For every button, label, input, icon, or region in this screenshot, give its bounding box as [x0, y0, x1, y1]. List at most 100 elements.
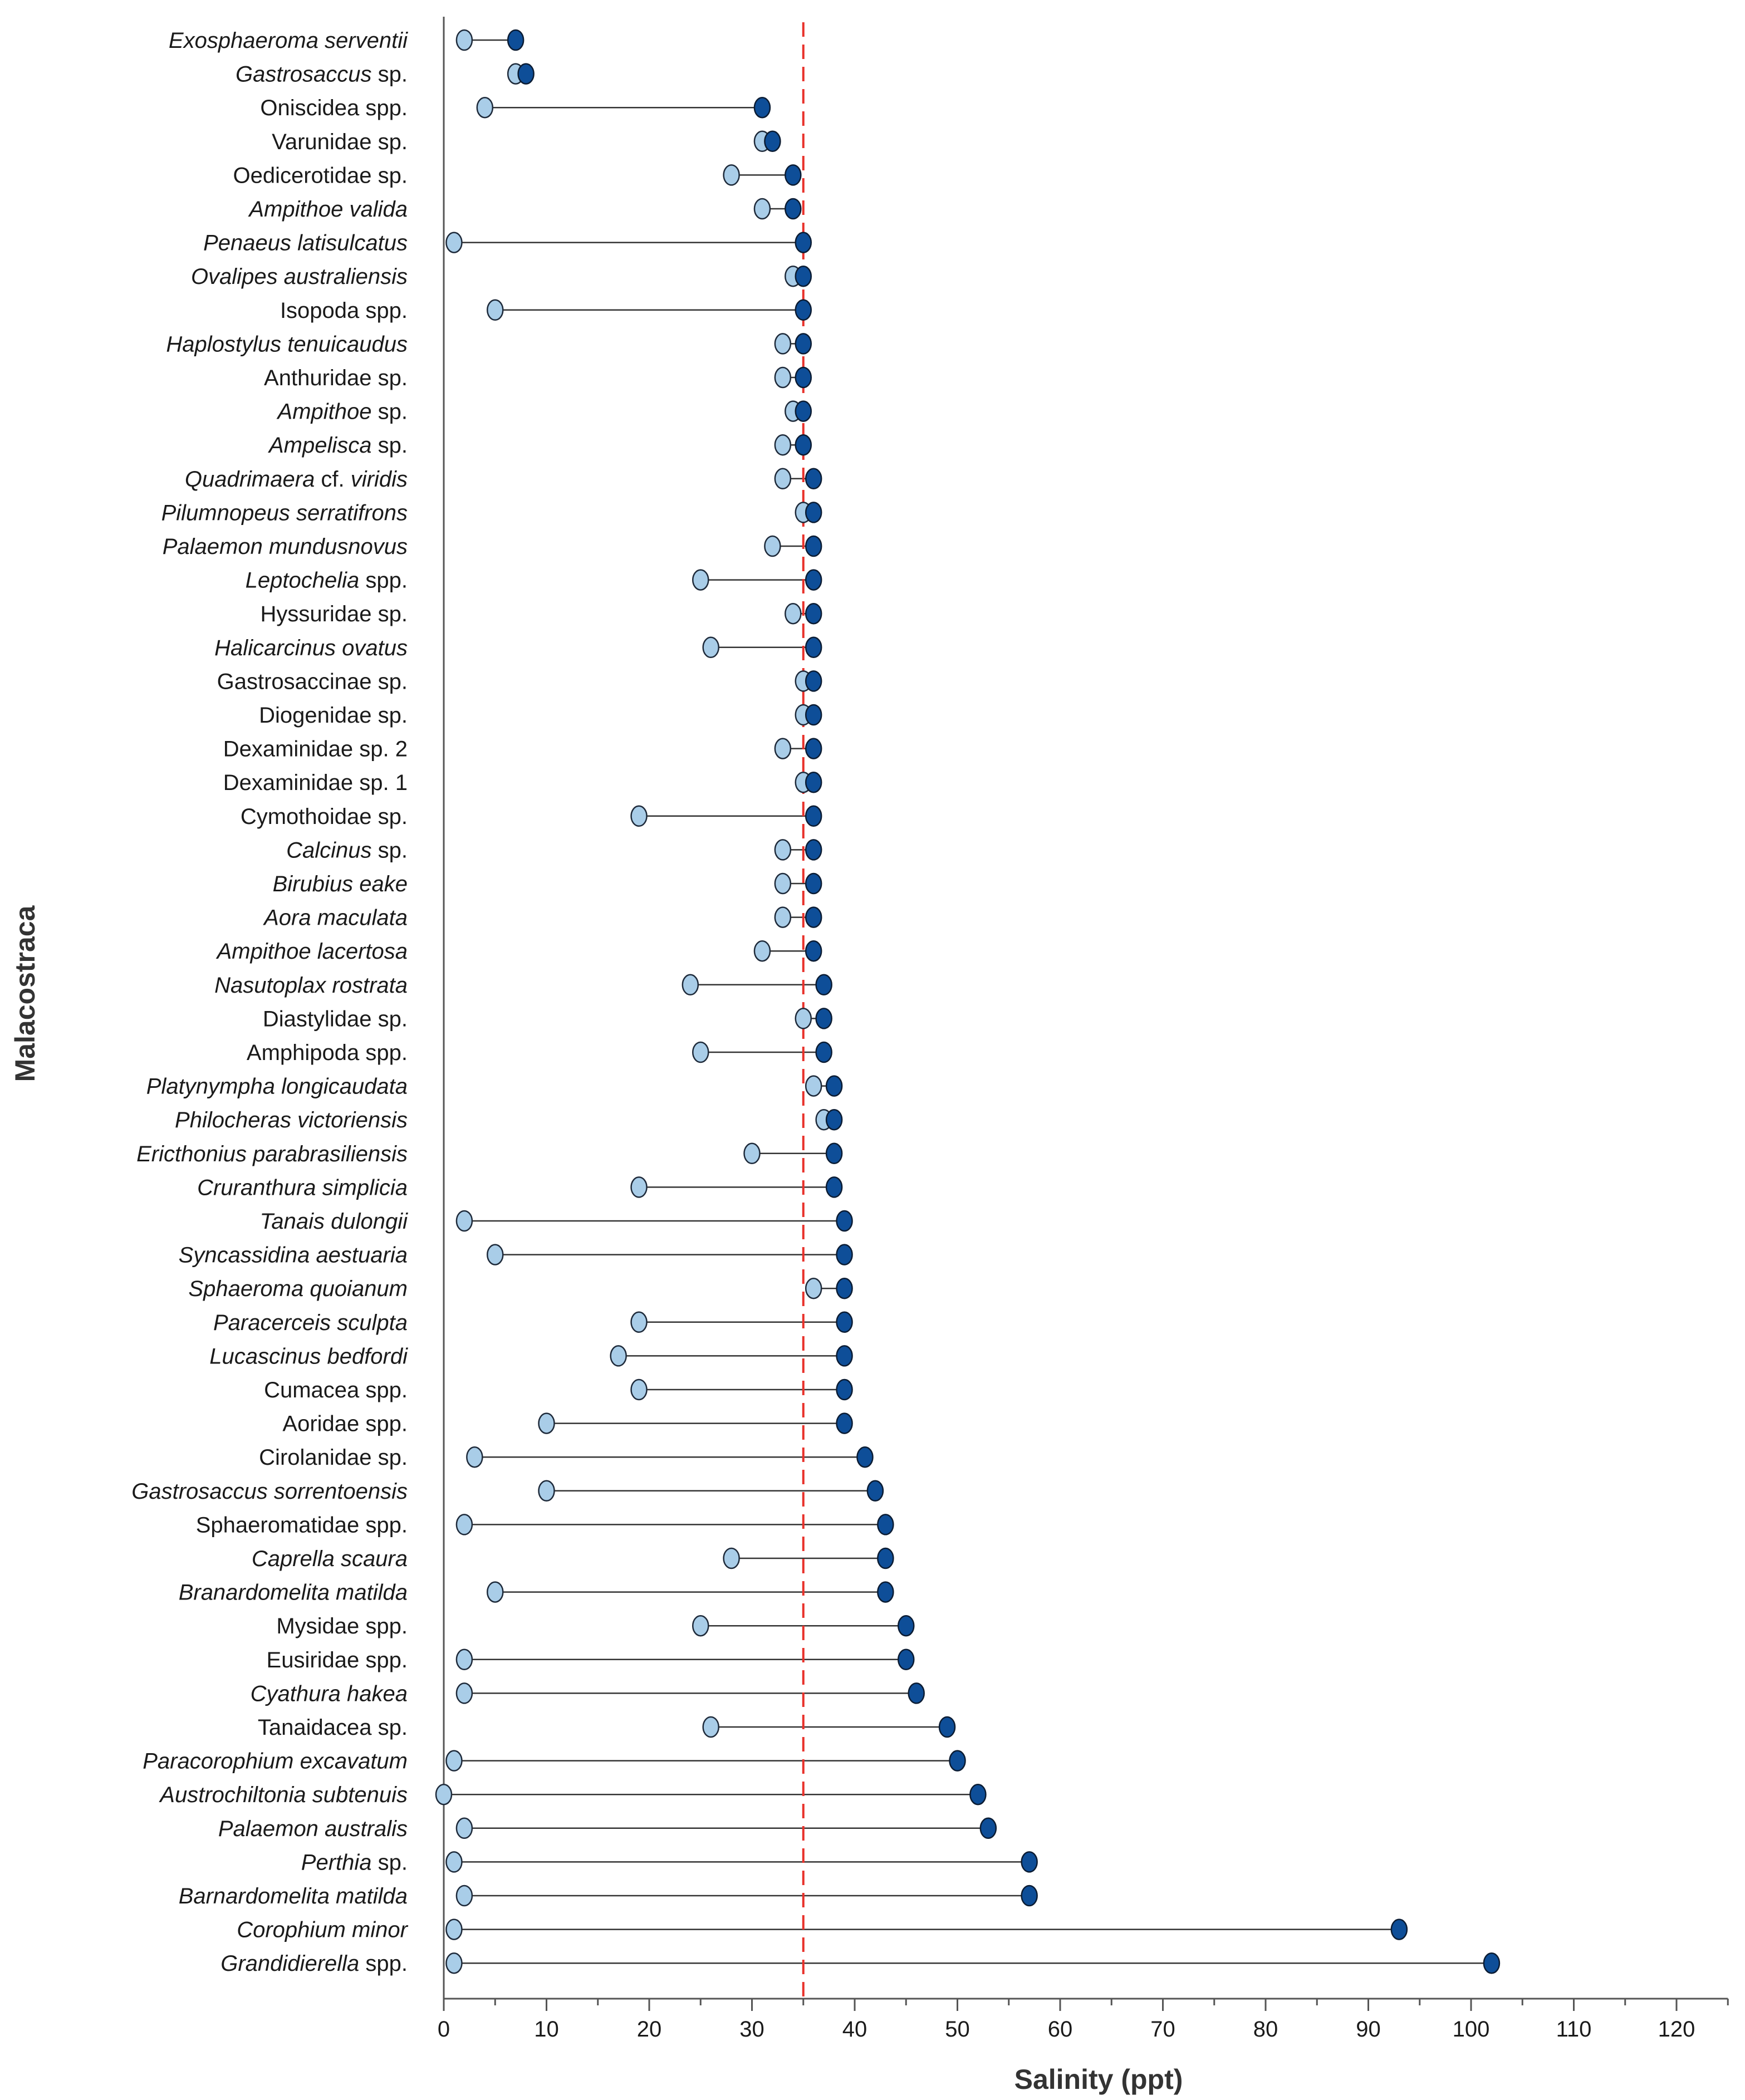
- x-tick-label: 70: [1150, 2017, 1175, 2042]
- min-point: [774, 333, 792, 355]
- species-label: Corophium minor: [237, 1918, 408, 1942]
- species-label: Dexaminidae sp. 1: [223, 771, 408, 795]
- species-label: Haplostylus tenuicaudus: [166, 332, 408, 356]
- species-label: Cirolanidae sp.: [259, 1445, 408, 1470]
- max-point: [517, 63, 535, 85]
- species-label: Ampelisca sp.: [268, 433, 408, 458]
- max-point: [969, 1783, 987, 1805]
- species-label: Calcinus sp.: [286, 838, 408, 862]
- max-point: [815, 1008, 832, 1029]
- max-point: [785, 198, 802, 220]
- max-point: [836, 1277, 853, 1299]
- x-tick-label: 0: [438, 2017, 450, 2042]
- species-label: Gastrosaccinae sp.: [217, 669, 408, 694]
- species-label: Ampithoe valida: [248, 197, 408, 222]
- species-label: Oedicerotidae sp.: [233, 163, 408, 188]
- max-point: [795, 400, 812, 422]
- max-point: [825, 1108, 843, 1131]
- min-point: [795, 1008, 812, 1029]
- max-point: [1021, 1885, 1038, 1907]
- species-label: Ampithoe sp.: [277, 400, 408, 424]
- max-point: [836, 1244, 853, 1265]
- min-point: [753, 940, 771, 962]
- min-point: [538, 1412, 555, 1434]
- max-point: [1021, 1851, 1038, 1873]
- max-point: [785, 164, 802, 186]
- species-label: Varunidae sp.: [272, 130, 408, 154]
- max-point: [805, 602, 822, 625]
- species-label: Birubius eake: [273, 872, 408, 896]
- species-label: Cruranthura simplicia: [197, 1175, 408, 1200]
- min-point: [455, 1210, 473, 1232]
- min-point: [445, 1952, 463, 1974]
- max-point: [795, 299, 812, 321]
- max-point: [753, 96, 771, 119]
- species-label: Anthuridae sp.: [264, 366, 408, 390]
- min-point: [610, 1345, 627, 1367]
- min-point: [445, 232, 463, 253]
- min-point: [774, 366, 792, 389]
- species-label: Cumacea spp.: [264, 1378, 408, 1402]
- species-label: Philocheras victoriensis: [175, 1108, 408, 1132]
- species-label: Ampithoe lacertosa: [216, 939, 408, 964]
- max-point: [836, 1378, 853, 1401]
- species-labels: Exosphaeroma serventii Gastrosaccus sp. On…: [131, 28, 408, 1976]
- species-label: Palaemon australis: [218, 1817, 408, 1841]
- species-label: Isopoda spp.: [280, 298, 408, 323]
- max-point: [795, 232, 812, 253]
- x-tick-label: 60: [1048, 2017, 1073, 2042]
- data-points: [435, 29, 1501, 1974]
- max-point: [815, 1041, 832, 1063]
- max-point: [805, 670, 822, 692]
- species-label: Pilumnopeus serratifrons: [161, 501, 408, 525]
- max-point: [507, 29, 525, 51]
- species-label: Cyathura hakea: [251, 1681, 408, 1706]
- species-label: Dexaminidae sp. 2: [223, 737, 408, 762]
- min-point: [630, 1311, 648, 1333]
- species-label: Austrochiltonia subtenuis: [159, 1783, 408, 1807]
- min-point: [692, 569, 709, 591]
- species-label: Paracerceis sculpta: [213, 1311, 408, 1335]
- x-tick-label: 100: [1453, 2017, 1490, 2042]
- species-label: Syncassidina aestuaria: [179, 1243, 408, 1268]
- min-point: [774, 872, 792, 895]
- species-label: Barnardomelita matilda: [179, 1884, 408, 1908]
- max-point: [856, 1446, 874, 1468]
- species-label: Diogenidae sp.: [259, 703, 408, 728]
- min-point: [774, 906, 792, 928]
- min-point: [692, 1041, 709, 1063]
- species-label: Sphaeromatidae spp.: [196, 1513, 408, 1537]
- min-point: [805, 1277, 822, 1299]
- min-point: [455, 29, 473, 51]
- x-tick-label: 30: [739, 2017, 764, 2042]
- min-point: [466, 1446, 483, 1468]
- max-point: [877, 1581, 894, 1603]
- min-point: [723, 164, 740, 186]
- species-label: Branardomelita matilda: [179, 1581, 408, 1605]
- species-label: Palaemon mundusnovus: [163, 534, 408, 559]
- max-point: [795, 333, 812, 355]
- min-point: [764, 535, 781, 557]
- x-tick-label: 10: [534, 2017, 559, 2042]
- max-point: [938, 1716, 956, 1738]
- max-point: [805, 940, 822, 962]
- max-point: [1483, 1952, 1501, 1974]
- species-label: Platynympha longicaudata: [146, 1074, 408, 1099]
- min-point: [455, 1817, 473, 1839]
- min-point: [682, 974, 699, 996]
- species-label: Lucascinus bedfordi: [209, 1344, 408, 1368]
- min-point: [630, 1378, 648, 1401]
- x-tick-label: 90: [1356, 2017, 1381, 2042]
- min-point: [455, 1682, 473, 1704]
- min-point: [455, 1514, 473, 1535]
- max-point: [898, 1648, 915, 1671]
- species-label: Ericthonius parabrasiliensis: [136, 1142, 408, 1166]
- max-point: [795, 434, 812, 456]
- max-point: [949, 1750, 966, 1772]
- max-point: [908, 1682, 925, 1704]
- max-point: [866, 1480, 884, 1502]
- min-point: [774, 468, 792, 490]
- max-point: [805, 805, 822, 827]
- max-point: [764, 130, 781, 153]
